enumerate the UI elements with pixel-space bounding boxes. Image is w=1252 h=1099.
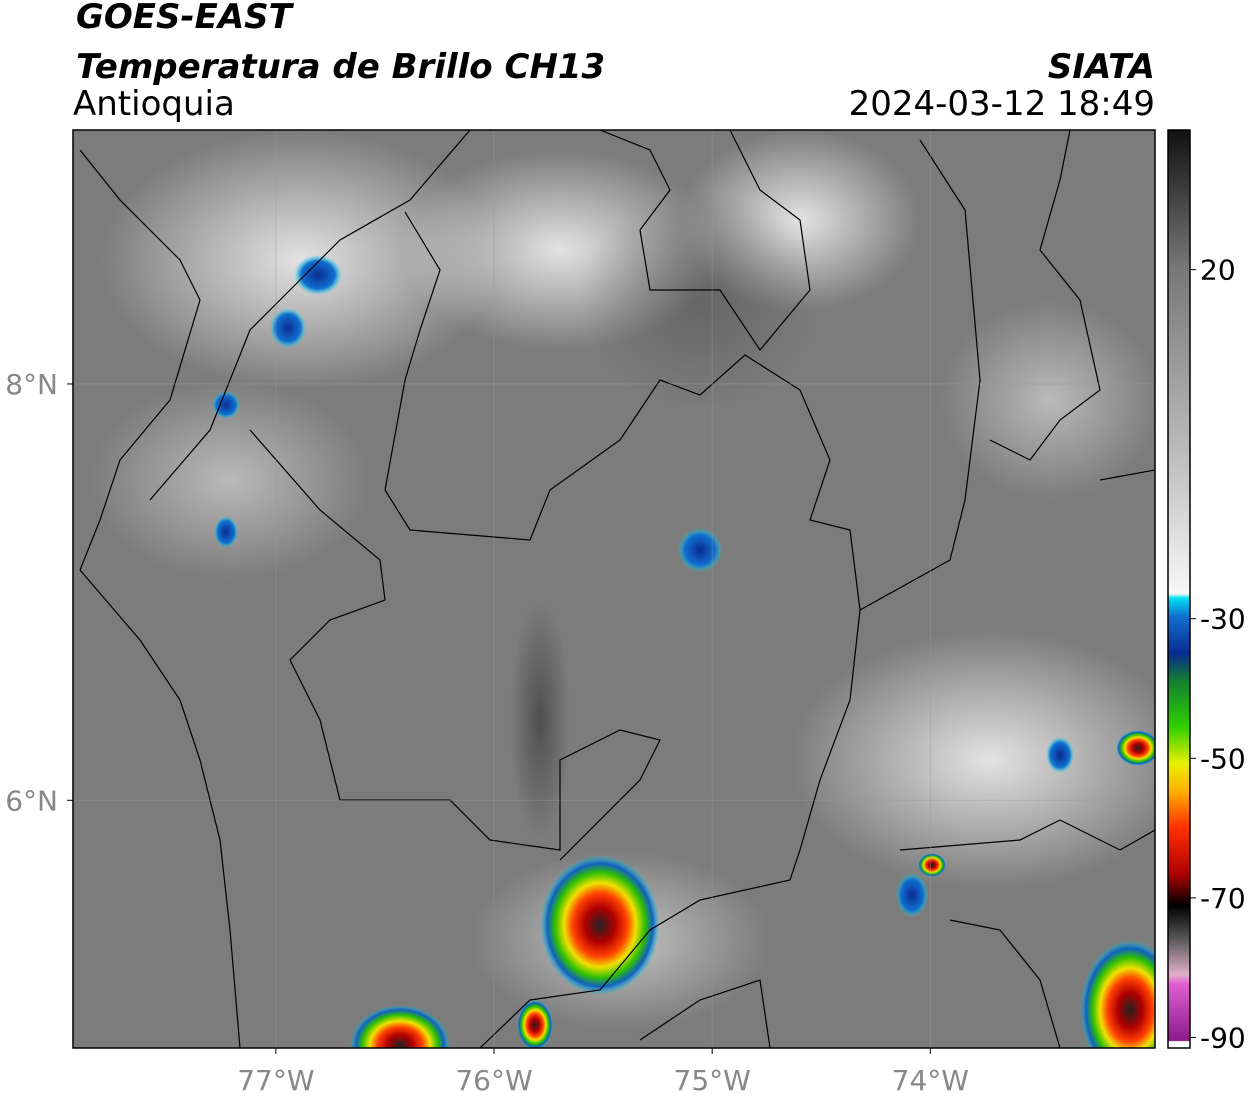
region: Antioquia bbox=[73, 84, 235, 124]
datetime: 2024-03-12 18:49 bbox=[849, 84, 1155, 124]
header: GOES-EAST Temperatura de Brillo CH13 Ant… bbox=[73, 0, 1155, 124]
colorbar bbox=[1167, 129, 1191, 1049]
colorbar-tick-label: -70 bbox=[1200, 882, 1246, 915]
colorbar-tick-label: -30 bbox=[1200, 603, 1246, 636]
y-tick-label: 8°N bbox=[5, 368, 58, 401]
title: GOES-EAST bbox=[76, 0, 295, 37]
y-tick-label: 6°N bbox=[5, 784, 58, 817]
x-tick-label: 75°W bbox=[674, 1064, 751, 1097]
x-tick-label: 76°W bbox=[455, 1064, 532, 1097]
subtitle: Temperatura de Brillo CH13 bbox=[76, 47, 605, 87]
grid bbox=[73, 130, 1155, 1048]
x-tick-label: 77°W bbox=[237, 1064, 314, 1097]
colorbar-tick-label: -90 bbox=[1200, 1022, 1246, 1055]
map-frame bbox=[72, 129, 1156, 1049]
satellite-image bbox=[73, 130, 1155, 1048]
source: SIATA bbox=[1048, 47, 1155, 87]
x-tick-label: 74°W bbox=[892, 1064, 969, 1097]
colorbar-tick-label: 20 bbox=[1200, 254, 1236, 287]
colorbar-tick-label: -50 bbox=[1200, 742, 1246, 775]
